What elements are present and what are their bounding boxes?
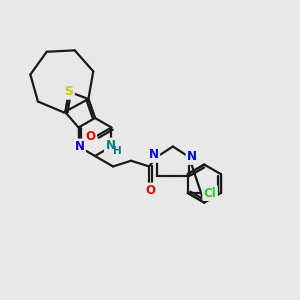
Text: S: S xyxy=(64,85,74,98)
Text: O: O xyxy=(85,130,95,143)
Text: Cl: Cl xyxy=(204,187,217,200)
Text: N: N xyxy=(106,139,116,152)
Text: N: N xyxy=(74,140,85,153)
Text: H: H xyxy=(113,146,122,155)
Text: N: N xyxy=(187,150,197,164)
Text: O: O xyxy=(145,184,155,197)
Text: N: N xyxy=(149,148,159,161)
